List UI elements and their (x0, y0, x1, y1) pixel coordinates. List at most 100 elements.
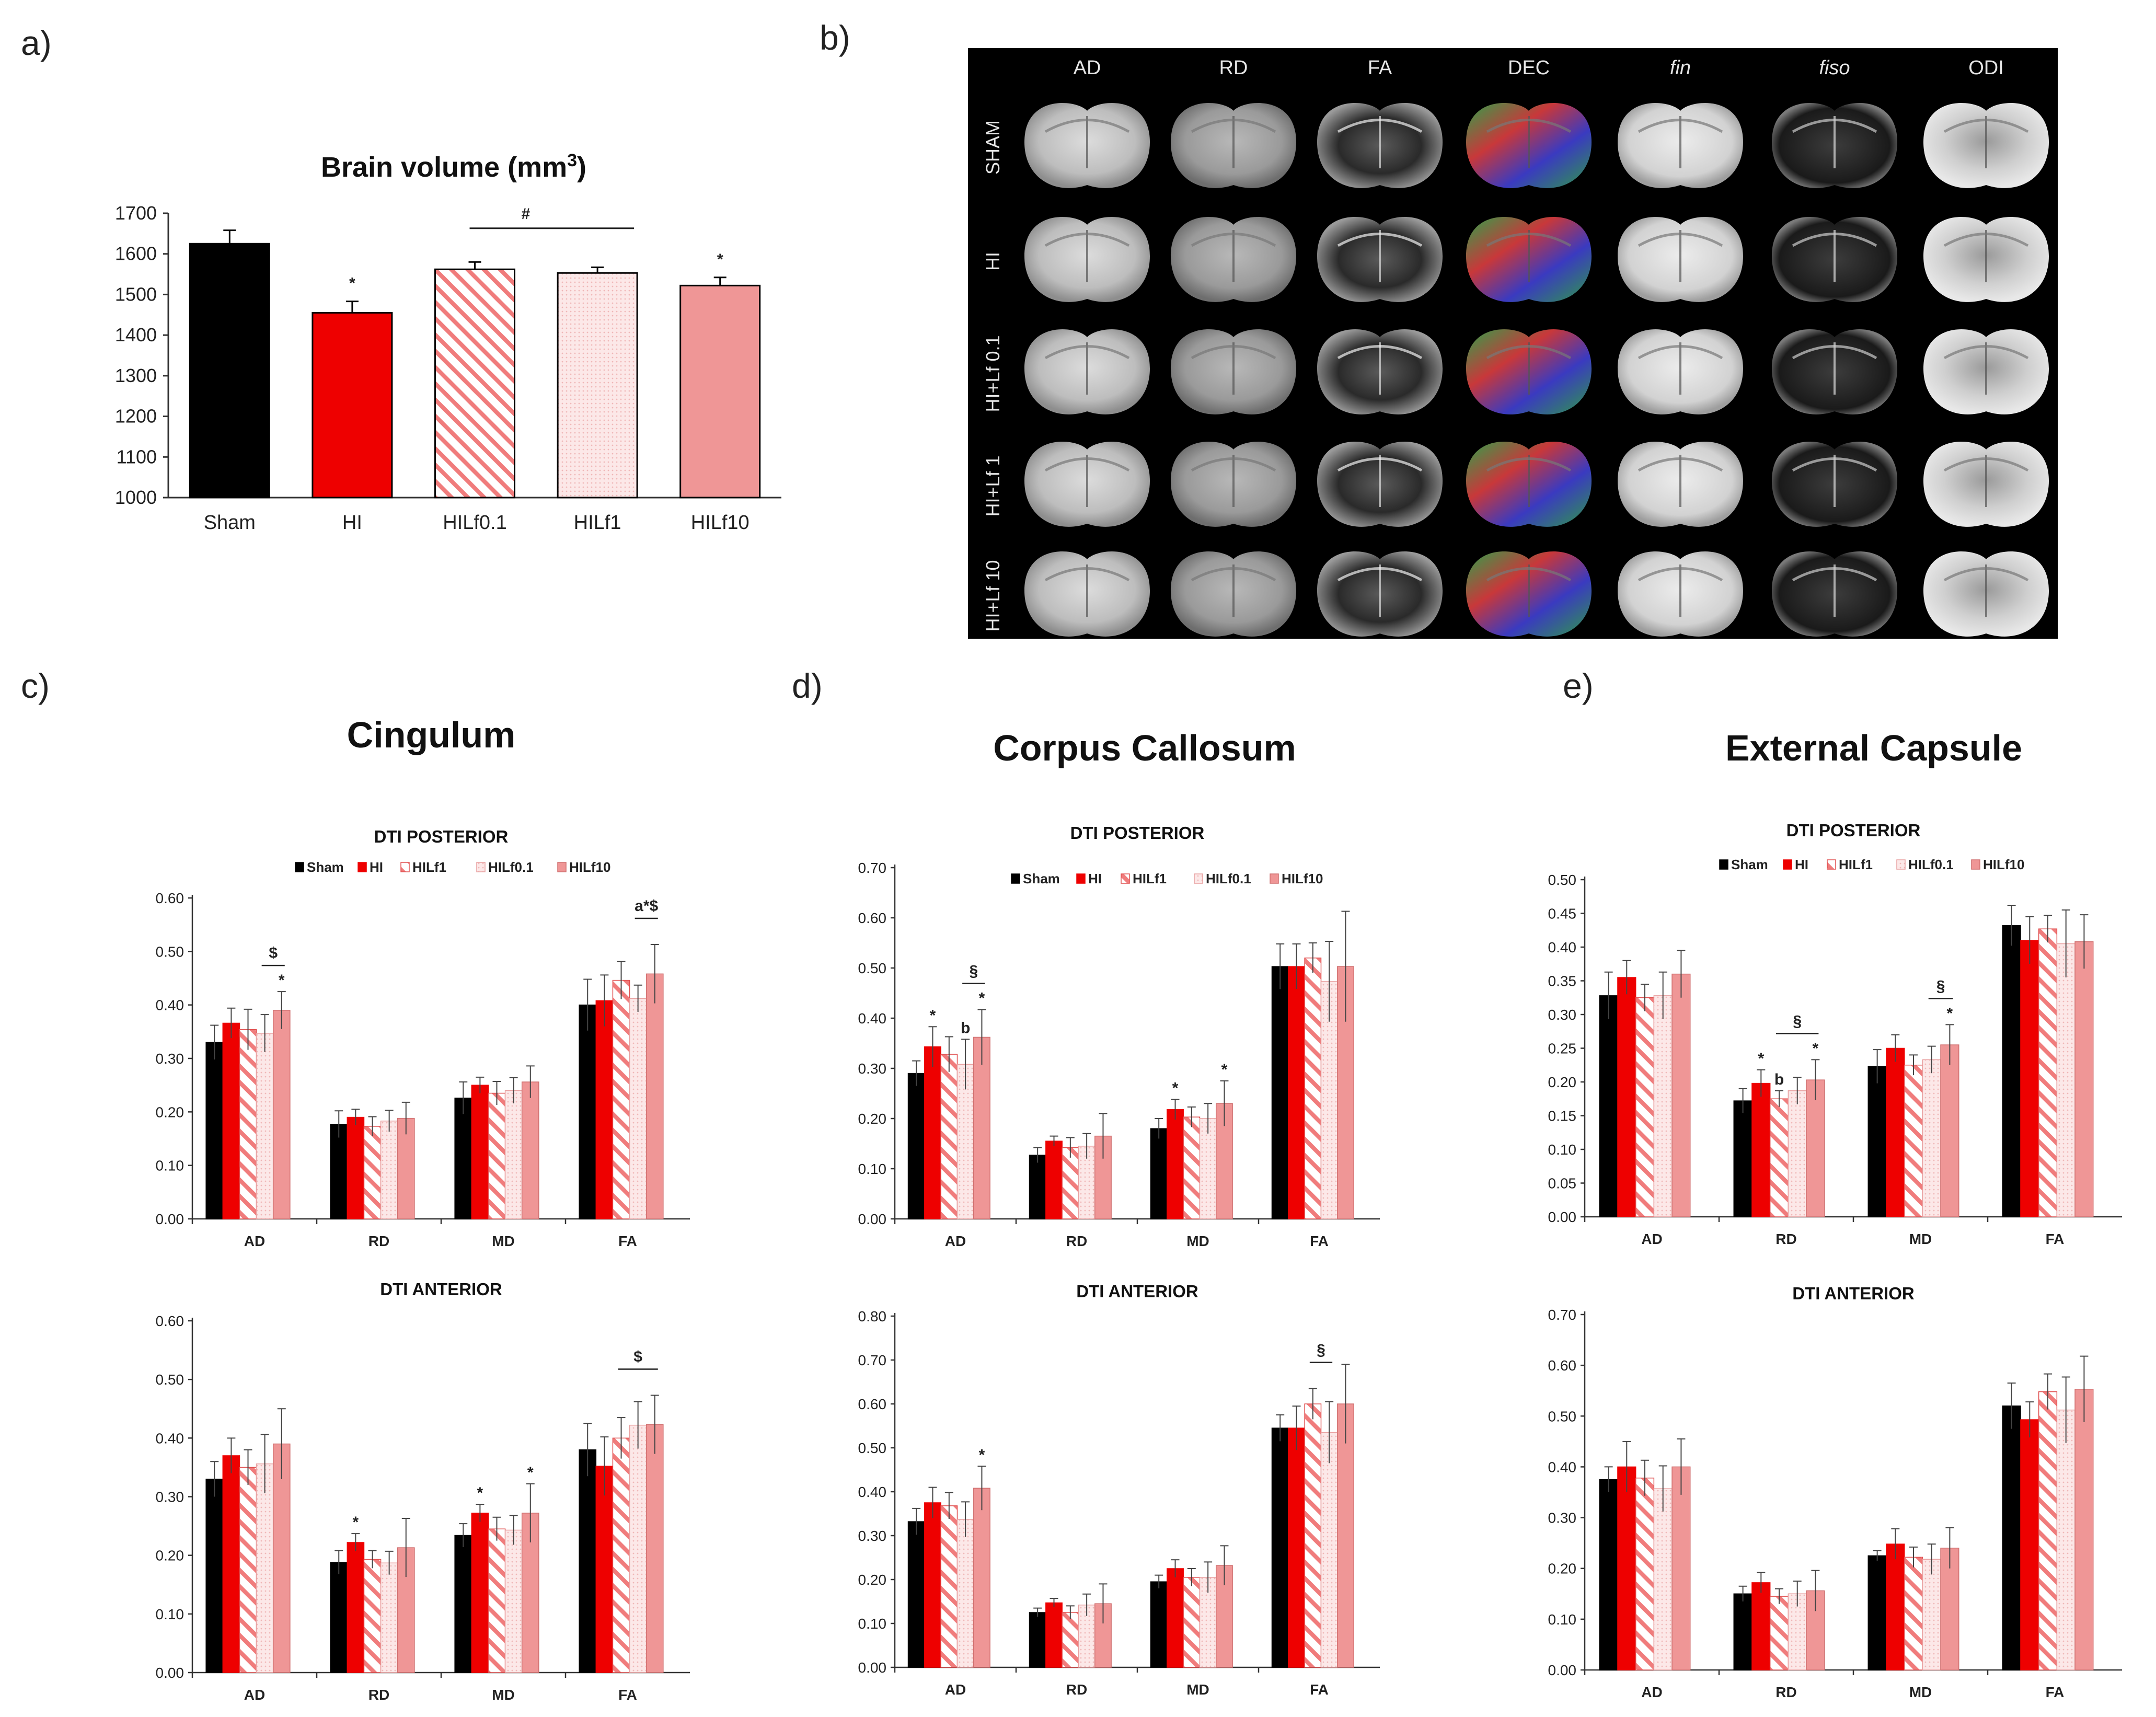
bar-Sham (205, 1479, 224, 1673)
y-tick-label: 0.10 (156, 1158, 185, 1174)
bar-Sham (579, 1004, 597, 1219)
bar-Sham (1271, 1427, 1289, 1668)
legend-label: HILf0.1 (488, 859, 534, 875)
bar-HILf1 (1304, 958, 1322, 1219)
cc-anterior-title: DTI ANTERIOR (1076, 1282, 1198, 1301)
cingulum-anterior-title: DTI ANTERIOR (380, 1280, 502, 1299)
mri-corpus-callosum-arc (1337, 345, 1423, 360)
bar-HILf10 (973, 1036, 990, 1219)
y-tick-label: 0.05 (1548, 1176, 1577, 1192)
bar-HI (1751, 1582, 1771, 1670)
mri-panel: AD RD FA DEC fin fiso ODI SHAM HI HI+Lf 0.1 HI+Lf … (968, 48, 2058, 639)
bar-HILf10 (521, 1081, 539, 1219)
bar-HILf0.1 (504, 1529, 523, 1673)
y-tick-label: 0.35 (1548, 973, 1577, 989)
bar-HI (1167, 1109, 1184, 1219)
y-tick-label: 0.20 (858, 1111, 887, 1127)
y-tick-label: 0.50 (156, 943, 185, 960)
legend-label: Sham (1023, 871, 1060, 886)
significance-mark: * (527, 1464, 534, 1481)
mri-corpus-callosum-arc (1486, 119, 1572, 133)
mri-corpus-callosum-arc (1337, 567, 1423, 582)
y-tick-label: 0.60 (1548, 1357, 1577, 1374)
y-tick-label: 0.10 (1548, 1142, 1577, 1158)
ec-anterior-chart: DTI ANTERIOR 0.00 0.10 0.20 0.30 0.40 0.50 0.60… (1548, 1284, 2122, 1700)
significance-mark: * (1947, 1005, 1953, 1022)
significance-bracket-label: § (1936, 977, 1945, 995)
panel-label-b: b) (820, 18, 850, 57)
mri-corpus-callosum-arc (1943, 457, 2029, 472)
bv-y-tick-label: 1700 (115, 202, 157, 224)
legend-label: HI (1795, 857, 1808, 872)
bar-HILf1 (1904, 1557, 1923, 1670)
bar-HILf10 (1671, 1466, 1691, 1670)
bv-y-tick-label: 1400 (115, 324, 157, 345)
y-tick-label: 0.30 (858, 1061, 887, 1077)
y-tick-label: 0.50 (156, 1372, 185, 1388)
bar-HI (1167, 1568, 1184, 1668)
x-category-label: AD (1641, 1684, 1662, 1700)
mri-corpus-callosum-arc (1486, 567, 1572, 582)
mri-corpus-callosum-arc (1638, 345, 1723, 360)
y-tick-label: 0.60 (858, 910, 887, 926)
mri-corpus-callosum-arc (1486, 345, 1572, 360)
bar-Sham (1271, 966, 1289, 1219)
mri-column-header: fiso (1819, 57, 1850, 79)
bar-Sham (907, 1521, 925, 1668)
y-tick-label: 0.40 (156, 997, 185, 1013)
bar-Sham (1599, 1479, 1618, 1670)
mri-corpus-callosum-arc (1044, 345, 1130, 360)
mri-corpus-callosum-arc (1044, 457, 1130, 472)
y-tick-label: 0.00 (1548, 1209, 1577, 1225)
significance-bracket-label: § (969, 963, 978, 980)
bar-HILf1 (1062, 1147, 1079, 1219)
y-tick-label: 0.30 (1548, 1007, 1577, 1023)
bar-HILf1 (2038, 928, 2058, 1217)
mri-corpus-callosum-arc (1638, 233, 1723, 247)
bar-HI (924, 1502, 941, 1668)
y-tick-label: 0.50 (858, 1440, 887, 1456)
legend-swatch (1076, 873, 1086, 884)
mri-corpus-callosum-arc (1792, 567, 1877, 582)
y-tick-label: 0.20 (156, 1104, 185, 1120)
bar-Sham (1733, 1593, 1753, 1670)
bar-HILf0.1 (1653, 1488, 1673, 1670)
mri-column-header: RD (1219, 57, 1248, 79)
bar-HILf0.1 (1922, 1059, 1941, 1217)
legend-label: Sham (307, 859, 344, 875)
bar-HILf0.1 (1320, 1432, 1338, 1668)
bar-HI (924, 1046, 941, 1219)
bar-HILf0.1 (629, 1424, 647, 1673)
bar-Sham (1029, 1612, 1046, 1668)
mri-row-label: HI+Lf 1 (982, 455, 1004, 516)
bar-HILf10 (1940, 1044, 1959, 1217)
mri-corpus-callosum-arc (1044, 567, 1130, 582)
bar-HILf1 (1769, 1596, 1789, 1670)
legend-swatch (358, 862, 367, 872)
x-category-label: RD (1066, 1681, 1087, 1698)
x-category-label: FA (618, 1233, 637, 1249)
mri-corpus-callosum-arc (1191, 119, 1276, 133)
mri-corpus-callosum-arc (1792, 457, 1877, 472)
bar-Sham (454, 1097, 472, 1219)
bar-HI (2020, 1419, 2039, 1670)
bar-HILf10 (2074, 1389, 2094, 1670)
significance-bracket-label: $ (269, 944, 278, 962)
x-category-label: RD (368, 1687, 389, 1703)
mri-corpus-callosum-arc (1337, 233, 1423, 247)
mri-column-header: ODI (1968, 57, 2004, 79)
mri-corpus-callosum-arc (1337, 457, 1423, 472)
bar-Sham (1733, 1100, 1753, 1217)
legend-swatch (557, 862, 567, 872)
region-title-cingulum: Cingulum (347, 715, 516, 755)
bar-HI (1045, 1140, 1063, 1219)
bar-HI (1886, 1543, 1905, 1670)
bar-HILf10 (645, 973, 664, 1219)
y-tick-label: 0.20 (858, 1572, 887, 1588)
y-tick-label: 0.60 (156, 890, 185, 906)
bv-y-tick-label: 1300 (115, 365, 157, 386)
y-tick-label: 0.30 (156, 1051, 185, 1067)
y-tick-label: 0.20 (156, 1548, 185, 1564)
y-tick-label: 0.80 (858, 1308, 887, 1324)
bar-HILf1 (1183, 1116, 1201, 1219)
